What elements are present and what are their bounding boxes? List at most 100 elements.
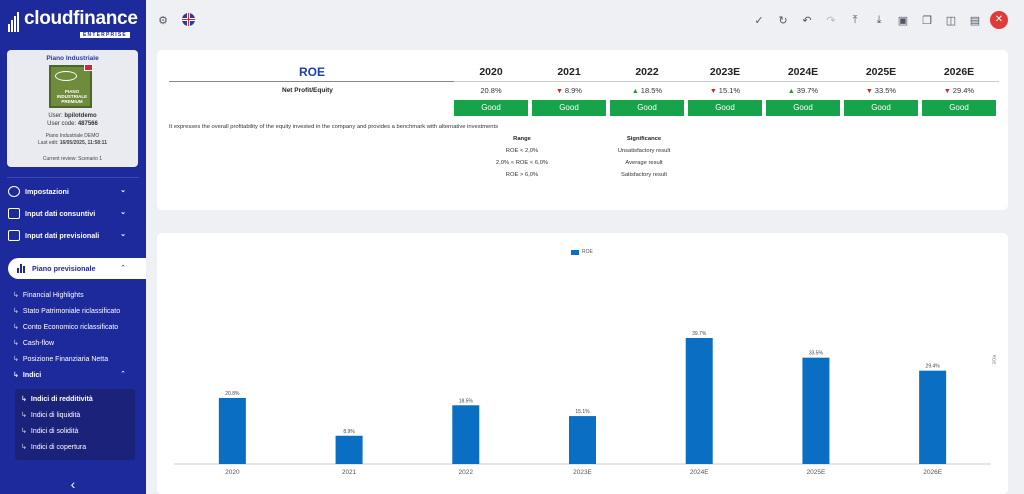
sub-arrow-icon: ↳ (21, 428, 27, 435)
table-title: ROE (299, 65, 326, 79)
range-cell: ROE > 6,0% (505, 172, 539, 178)
submenu-item-indici-solidita[interactable]: ↳ Indici di solidità (21, 427, 79, 436)
data-label: 29.4% (926, 364, 941, 370)
submenu-item-pfn[interactable]: ↳ Posizione Finanziaria Netta (13, 355, 109, 364)
app-logo[interactable]: cloudfinance ENTERPRISE (8, 8, 140, 38)
year-header: 2021 (557, 66, 581, 78)
value-cell: ▲ 18.5% (631, 86, 663, 95)
year-header: 2026E (943, 66, 975, 78)
menu-item-input-previsionali[interactable]: Input dati previsionali ⌄ (8, 224, 146, 246)
data-label: 33.5% (809, 351, 824, 357)
submenu-item-indici-copertura[interactable]: ↳ Indici di copertura (21, 443, 87, 452)
significance-cell: Unsatisfactory result (617, 148, 671, 154)
bar-2026E[interactable] (919, 370, 947, 464)
project-title: Piano Industriale (46, 55, 99, 62)
bar-chart: 20.8% 2020 8.9% 2021 18.5% 2022 15.1% 2023E 39.7… (174, 331, 991, 476)
rating-badge: Good (688, 100, 762, 116)
range-cell: ROE < 2,0% (505, 148, 539, 154)
x-tick-label: 2024E (690, 469, 709, 476)
rating-badge: Good (844, 100, 918, 116)
value-cell: ▼ 8.9% (556, 86, 582, 95)
refresh-icon[interactable]: ↻ (778, 14, 788, 27)
sub-arrow-icon: ↳ (13, 324, 19, 331)
value-cell: 20.8% (480, 86, 502, 95)
data-label: 8.9% (343, 429, 355, 435)
menu-item-label: Piano previsionale (32, 264, 96, 273)
logo-text: cloudfinance (24, 8, 138, 29)
significance-cell: Satisfactory result (620, 172, 668, 178)
close-icon: ✕ (994, 14, 1004, 25)
close-button[interactable]: ✕ (990, 11, 1008, 29)
submenu-item-stato-patrimoniale[interactable]: ↳ Stato Patrimoniale riclassificato (13, 307, 121, 316)
menu-item-input-consuntivi[interactable]: Input dati consuntivi ⌄ (8, 202, 146, 224)
redo-icon[interactable]: ↷ (826, 14, 836, 27)
logo-subtitle: ENTERPRISE (80, 32, 130, 38)
help-icon[interactable]: ⚙ (158, 14, 168, 27)
x-tick-label: 2026E (923, 469, 942, 476)
undo-icon[interactable]: ↶ (802, 14, 812, 27)
sub-arrow-icon: ↳ (21, 444, 27, 451)
submenu-item-indici[interactable]: ↳ Indici (13, 371, 42, 380)
submenu-item-indici-redditivita[interactable]: ↳ Indici di redditività (21, 395, 93, 404)
divider (169, 81, 479, 82)
submenu-item-indici-liquidita[interactable]: ↳ Indici di liquidità (21, 411, 81, 420)
split-view-icon[interactable]: ◫ (945, 14, 957, 27)
rating-badge: Good (922, 100, 996, 116)
download-icon[interactable]: ⤓ (876, 13, 882, 26)
x-tick-label: 2023E (573, 469, 592, 476)
copy-icon[interactable]: ❐ (922, 14, 932, 27)
collapse-sidebar-button[interactable]: ‹ (0, 474, 146, 494)
bar-2025E[interactable] (802, 357, 830, 464)
submenu-item-cash-flow[interactable]: ↳ Cash-flow (13, 339, 54, 348)
bar-2021[interactable] (335, 435, 363, 464)
menu-item-label: Input dati consuntivi (25, 208, 96, 218)
rating-badge: Good (454, 100, 528, 116)
bar-2024E[interactable] (685, 337, 713, 464)
data-label: 15.1% (575, 409, 590, 415)
year-header: 2020 (479, 66, 503, 78)
trend-icon: ▼ (865, 88, 875, 95)
chevron-up-icon: ⌃ (120, 265, 126, 272)
username: bpilotdemo (64, 113, 97, 119)
badge-icon (84, 64, 93, 71)
rating-badge: Good (766, 100, 840, 116)
language-flag-icon[interactable] (182, 13, 195, 26)
significance-header: Significance (626, 136, 662, 142)
edit-icon (8, 229, 20, 241)
sub-arrow-icon: ↳ (13, 340, 19, 347)
x-tick-label: 2022 (459, 469, 474, 476)
menu-item-label: Impostazioni (25, 186, 69, 196)
last-edit: 16/05/2025, 11:58:11 (59, 140, 107, 146)
topbar: ⚙ ✓ ↻ ↶ ↷ ⤒ ⤓ ▣ ❐ ◫ ▤ ✕ (146, 0, 1024, 40)
menu-item-impostazioni[interactable]: Impostazioni ⌄ (8, 180, 146, 202)
project-image-text: PIANO INDUSTRIALE PREMIUM (56, 89, 88, 104)
menu-item-piano-previsionale[interactable]: Piano previsionale ⌃ (8, 258, 146, 279)
submenu-item-conto-economico[interactable]: ↳ Conto Economico riclassificato (13, 323, 119, 332)
sub-arrow-icon: ↳ (13, 292, 19, 299)
project-card: Piano Industriale PIANO INDUSTRIALE PREM… (7, 50, 138, 167)
save-icon[interactable]: ▣ (897, 14, 909, 27)
upload-icon[interactable]: ⤒ (852, 13, 858, 26)
year-header: 2023E (709, 66, 741, 78)
submenu-item-financial-highlights[interactable]: ↳ Financial Highlights (13, 291, 84, 300)
divider (7, 177, 139, 178)
trend-icon: ▼ (943, 88, 953, 95)
legend-swatch (571, 249, 579, 255)
layout-icon[interactable]: ▤ (969, 14, 981, 27)
sub-arrow-icon: ↳ (13, 308, 19, 315)
sub-arrow-icon: ↳ (13, 356, 19, 363)
value-cell: ▼ 29.4% (943, 86, 975, 95)
bar-2022[interactable] (452, 405, 480, 464)
project-image: PIANO INDUSTRIALE PREMIUM (49, 64, 93, 108)
plan-name: Piano Industriale DEMO (45, 133, 100, 139)
main-menu: Impostazioni ⌄ Input dati consuntivi ⌄ I… (0, 180, 146, 246)
chevron-down-icon: ⌄ (120, 187, 126, 194)
rating-badge: Good (532, 100, 606, 116)
row-label: Net Profit/Equity (282, 87, 333, 94)
chart-legend[interactable]: ROE (571, 249, 593, 255)
bar-2023E[interactable] (569, 416, 596, 464)
user-info: User: bpilotdemo User code: 487566 (47, 113, 98, 127)
bar-2020[interactable] (218, 397, 246, 464)
check-icon[interactable]: ✓ (754, 14, 764, 27)
legend-label: ROE (582, 249, 593, 255)
